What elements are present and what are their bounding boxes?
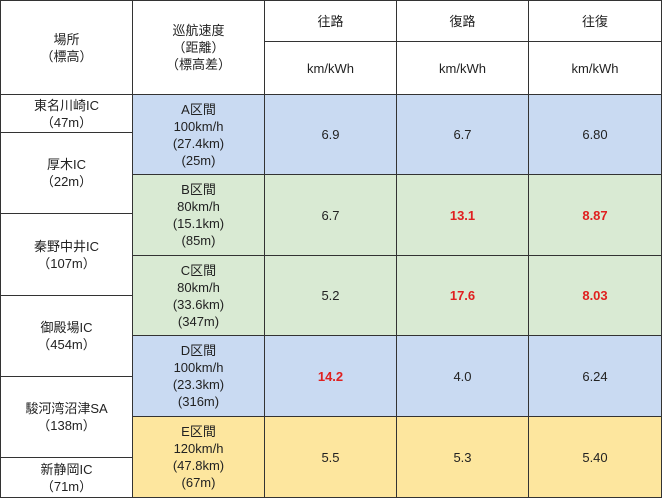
value-cell: 5.2 bbox=[264, 255, 397, 336]
location-cell: 駿河湾沼津SA （138m） bbox=[0, 376, 133, 458]
header-text: （標高差） bbox=[165, 57, 231, 72]
location-name: 駿河湾沼津SA bbox=[25, 401, 108, 416]
header-text: 場所 bbox=[53, 31, 80, 47]
header-location: 場所 （標高） bbox=[0, 0, 133, 95]
location-elevation: （47m） bbox=[40, 114, 93, 130]
value-cell: 5.3 bbox=[396, 416, 529, 498]
location-elevation: （71m） bbox=[40, 478, 93, 494]
location-name: 御殿場IC bbox=[40, 320, 93, 335]
efficiency-value: 6.7 bbox=[321, 207, 340, 223]
header-text: （標高） bbox=[40, 48, 93, 64]
segment-line: 80km/h bbox=[177, 199, 220, 214]
segment-line: 80km/h bbox=[177, 279, 220, 295]
header-unit: km/kWh bbox=[528, 41, 662, 95]
header-column: 往路 bbox=[264, 0, 397, 42]
value-cell: 6.24 bbox=[528, 335, 662, 417]
segment-line: B区間 bbox=[181, 182, 216, 197]
location-elevation: （138m） bbox=[37, 418, 96, 433]
segment-cell: B区間 80km/h (15.1km) (85m) bbox=[132, 174, 265, 256]
value-cell: 6.80 bbox=[528, 94, 662, 175]
header-text: 往路 bbox=[317, 13, 344, 29]
segment-line: (15.1km) bbox=[172, 216, 225, 231]
location-cell: 御殿場IC （454m） bbox=[0, 295, 133, 377]
header-cruise: 巡航速度 （距離） （標高差） bbox=[132, 0, 265, 95]
location-elevation: （107m） bbox=[37, 255, 96, 271]
segment-line: 100km/h bbox=[173, 118, 224, 134]
value-cell: 6.7 bbox=[264, 174, 397, 256]
efficiency-value: 5.40 bbox=[582, 449, 608, 465]
header-text: （距離） bbox=[172, 40, 225, 55]
segment-line: 120km/h bbox=[173, 441, 224, 456]
value-cell: 6.7 bbox=[396, 94, 529, 175]
location-elevation: （22m） bbox=[40, 174, 93, 189]
header-unit: km/kWh bbox=[264, 41, 397, 95]
efficiency-value: 17.6 bbox=[449, 288, 476, 303]
segment-cell: A区間 100km/h (27.4km) (25m) bbox=[132, 94, 265, 175]
efficiency-value: 6.9 bbox=[321, 127, 340, 142]
value-cell: 13.1 bbox=[396, 174, 529, 256]
segment-line: A区間 bbox=[181, 101, 216, 117]
location-name: 秦野中井IC bbox=[33, 238, 99, 254]
location-cell: 新静岡IC （71m） bbox=[0, 457, 133, 498]
efficiency-value: 6.24 bbox=[582, 368, 608, 384]
segment-cell: E区間 120km/h (47.8km) (67m) bbox=[132, 416, 265, 498]
segment-cell: D区間 100km/h (23.3km) (316m) bbox=[132, 335, 265, 417]
value-cell: 14.2 bbox=[264, 335, 397, 417]
value-cell: 17.6 bbox=[396, 255, 529, 336]
efficiency-value: 13.1 bbox=[449, 207, 476, 223]
segment-line: (67m) bbox=[181, 475, 216, 490]
segment-line: (47.8km) bbox=[172, 458, 225, 473]
location-cell: 厚木IC （22m） bbox=[0, 132, 133, 214]
header-unit: km/kWh bbox=[396, 41, 529, 95]
efficiency-value: 8.03 bbox=[582, 288, 608, 303]
value-cell: 4.0 bbox=[396, 335, 529, 417]
header-text: 往復 bbox=[581, 13, 608, 29]
header-column: 往復 bbox=[528, 0, 662, 42]
segment-line: C区間 bbox=[180, 262, 217, 278]
efficiency-value: 6.80 bbox=[582, 127, 608, 142]
segment-line: 100km/h bbox=[173, 360, 224, 375]
location-elevation: （454m） bbox=[37, 337, 96, 352]
efficiency-value: 5.2 bbox=[321, 288, 340, 303]
location-name: 東名川崎IC bbox=[33, 97, 99, 113]
efficiency-value: 6.7 bbox=[453, 127, 472, 142]
header-text: 巡航速度 bbox=[172, 23, 225, 38]
location-name: 新静岡IC bbox=[40, 461, 93, 477]
location-cell: 東名川崎IC （47m） bbox=[0, 94, 133, 133]
efficiency-value: 8.87 bbox=[582, 207, 608, 223]
location-name: 厚木IC bbox=[46, 157, 86, 172]
unit-text: km/kWh bbox=[307, 60, 354, 76]
value-cell: 8.87 bbox=[528, 174, 662, 256]
value-cell: 5.40 bbox=[528, 416, 662, 498]
efficiency-value: 5.3 bbox=[453, 449, 472, 465]
segment-cell: C区間 80km/h (33.6km) (347m) bbox=[132, 255, 265, 336]
value-cell: 8.03 bbox=[528, 255, 662, 336]
unit-text: km/kWh bbox=[439, 60, 486, 76]
value-cell: 6.9 bbox=[264, 94, 397, 175]
header-text: 復路 bbox=[449, 13, 476, 29]
segment-line: D区間 bbox=[180, 343, 217, 358]
segment-line: (33.6km) bbox=[172, 296, 225, 312]
efficiency-value: 14.2 bbox=[317, 368, 344, 384]
segment-line: (25m) bbox=[181, 152, 216, 168]
segment-line: (27.4km) bbox=[172, 135, 225, 151]
header-column: 復路 bbox=[396, 0, 529, 42]
value-cell: 5.5 bbox=[264, 416, 397, 498]
segment-line: (347m) bbox=[177, 313, 220, 329]
segment-line: (316m) bbox=[177, 394, 220, 409]
efficiency-value: 4.0 bbox=[453, 368, 472, 384]
segment-line: (23.3km) bbox=[172, 377, 225, 392]
location-cell: 秦野中井IC （107m） bbox=[0, 213, 133, 296]
segment-line: E区間 bbox=[181, 424, 216, 439]
segment-line: (85m) bbox=[181, 233, 216, 248]
efficiency-value: 5.5 bbox=[321, 449, 340, 465]
unit-text: km/kWh bbox=[571, 60, 619, 76]
